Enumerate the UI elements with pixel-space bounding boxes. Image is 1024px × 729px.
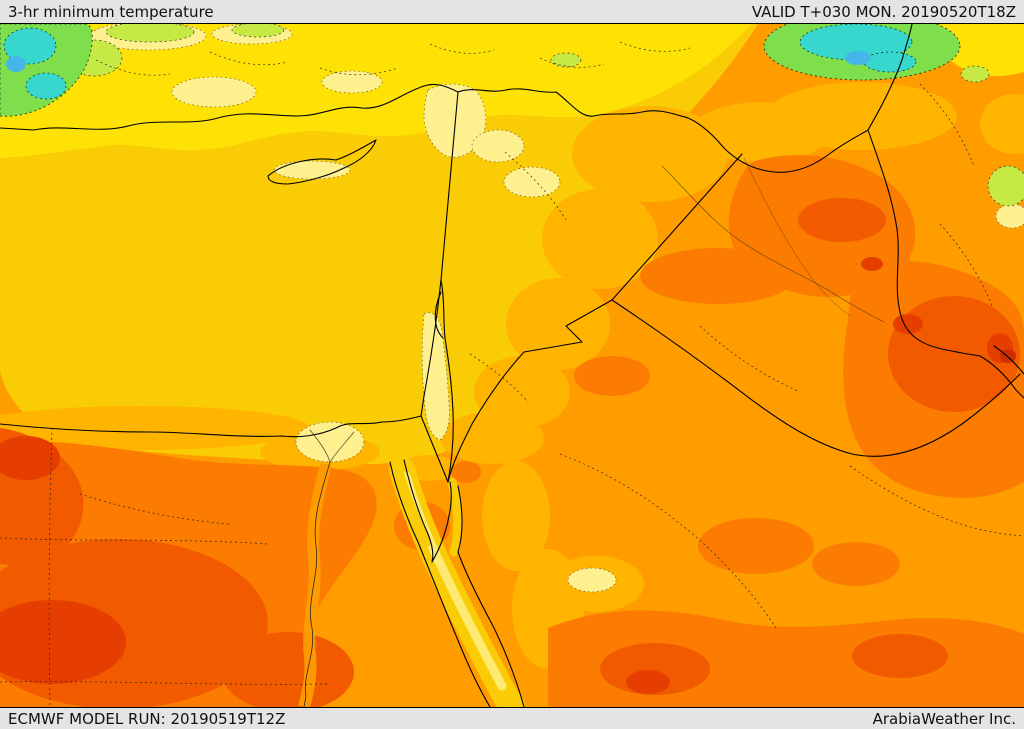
persian-gulf-shores	[979, 345, 1024, 399]
map-viewport	[0, 24, 1024, 707]
cyprus-outline	[267, 139, 377, 185]
attribution-label: ArabiaWeather Inc.	[872, 709, 1016, 728]
turkey-south-coastline	[0, 83, 459, 131]
turkey-syria-iraq-border	[457, 88, 869, 173]
egypt-red-sea-coast	[389, 461, 491, 707]
west-bank-border	[434, 291, 444, 339]
syria-iraq-border	[611, 153, 743, 301]
header-bar: 3-hr minimum temperature VALID T+030 MON…	[0, 0, 1024, 24]
temperature-map	[0, 24, 1024, 707]
footer-bar: ECMWF MODEL RUN: 20190519T12Z ArabiaWeat…	[0, 707, 1024, 729]
iraq-iran-border	[867, 129, 981, 357]
model-run-label: ECMWF MODEL RUN: 20190519T12Z	[8, 709, 286, 728]
jordan-valley-border	[440, 279, 454, 483]
egypt-israel-border	[420, 415, 449, 483]
saudi-red-sea-coast	[457, 485, 525, 707]
red-sea-water	[389, 457, 525, 707]
region-blue-spot	[6, 51, 871, 72]
iraq-saudi-border	[611, 299, 1021, 457]
jordan-saudi-border	[447, 299, 613, 483]
map-title: 3-hr minimum temperature	[8, 2, 214, 21]
region-dark-red-spot	[1000, 349, 1016, 363]
sinai-coast	[403, 459, 452, 563]
valid-time-label: VALID T+030 MON. 20190520T18Z	[751, 2, 1016, 21]
turkey-iran-border	[867, 24, 913, 131]
country-borders-layer	[0, 24, 1024, 707]
rivers-layer	[303, 157, 885, 707]
levant-egypt-coastline	[0, 91, 459, 438]
nile-valley-strip	[298, 462, 332, 707]
dotted-boundaries-layer	[0, 41, 1024, 707]
